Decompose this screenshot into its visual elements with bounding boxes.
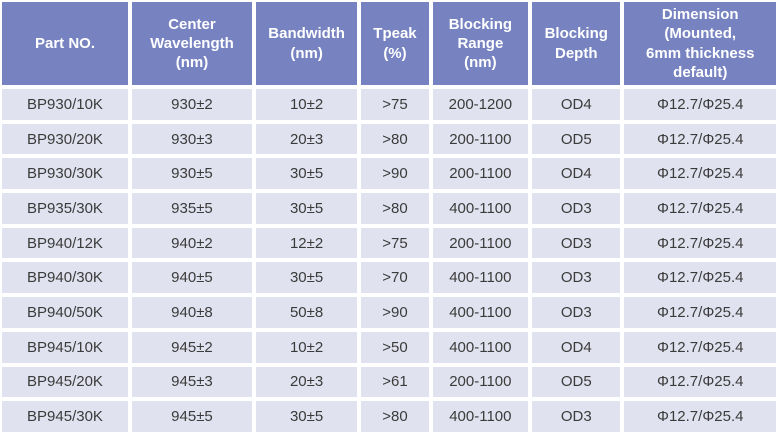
table-row: BP930/30K 930±5 30±5 >90 200-1100 OD4 Φ1… [2,158,776,190]
table-cell-bandwidth: 12±2 [255,227,358,259]
table-cell-part-no: BP930/30K [2,158,128,190]
table-row: BP930/20K 930±3 20±3 >80 200-1100 OD5 Φ1… [2,123,776,155]
table-cell-blocking-range: 200-1200 [432,89,528,120]
table-cell-blocking-range: 400-1100 [432,331,528,363]
table-cell-part-no: BP945/20K [2,366,128,398]
table-cell-part-no: BP930/20K [2,123,128,155]
table-cell-blocking-depth: OD4 [531,331,621,363]
table-cell-dimension: Φ12.7/Φ25.4 [624,297,776,328]
table-cell-blocking-range: 400-1100 [432,401,528,432]
table-row: BP940/30K 940±5 30±5 >70 400-1100 OD3 Φ1… [2,262,776,294]
table-cell-tpeak: >80 [361,401,429,432]
table-cell-dimension: Φ12.7/Φ25.4 [624,193,776,224]
table-cell-blocking-depth: OD3 [531,401,621,432]
table-cell-tpeak: >61 [361,366,429,398]
table-cell-tpeak: >75 [361,89,429,120]
column-header-center-wavelength: Center Wavelength (nm) [131,2,252,85]
table-cell-part-no: BP940/50K [2,297,128,328]
table-cell-blocking-range: 400-1100 [432,193,528,224]
table-cell-bandwidth: 50±8 [255,297,358,328]
table-cell-blocking-depth: OD3 [531,193,621,224]
table-cell-center-wavelength: 940±8 [131,297,252,328]
table-cell-dimension: Φ12.7/Φ25.4 [624,401,776,432]
table-cell-center-wavelength: 935±5 [131,193,252,224]
table-cell-part-no: BP935/30K [2,193,128,224]
column-header-part-no: Part NO. [2,2,128,85]
table-cell-center-wavelength: 945±2 [131,331,252,363]
table-cell-blocking-depth: OD5 [531,123,621,155]
table-body: BP930/10K 930±2 10±2 >75 200-1200 OD4 Φ1… [2,89,776,432]
table-cell-blocking-range: 200-1100 [432,227,528,259]
table-cell-tpeak: >80 [361,123,429,155]
table-cell-center-wavelength: 930±2 [131,89,252,120]
table-row: BP940/50K 940±8 50±8 >90 400-1100 OD3 Φ1… [2,297,776,328]
table-header-row: Part NO. Center Wavelength (nm) Bandwidt… [2,2,776,85]
table-cell-blocking-range: 200-1100 [432,123,528,155]
table-cell-blocking-range: 400-1100 [432,262,528,294]
table-cell-bandwidth: 30±5 [255,193,358,224]
table-row: BP945/20K 945±3 20±3 >61 200-1100 OD5 Φ1… [2,366,776,398]
table-cell-blocking-depth: OD4 [531,89,621,120]
table-row: BP940/12K 940±2 12±2 >75 200-1100 OD3 Φ1… [2,227,776,259]
table-cell-blocking-depth: OD3 [531,297,621,328]
table-cell-part-no: BP945/30K [2,401,128,432]
table-cell-tpeak: >75 [361,227,429,259]
table-cell-tpeak: >90 [361,297,429,328]
table-cell-bandwidth: 20±3 [255,366,358,398]
table-cell-bandwidth: 30±5 [255,262,358,294]
column-header-tpeak: Tpeak (%) [361,2,429,85]
table-cell-center-wavelength: 945±3 [131,366,252,398]
table-cell-blocking-depth: OD5 [531,366,621,398]
table-header: Part NO. Center Wavelength (nm) Bandwidt… [2,2,776,85]
table-cell-center-wavelength: 930±3 [131,123,252,155]
table-cell-dimension: Φ12.7/Φ25.4 [624,158,776,190]
table-cell-tpeak: >90 [361,158,429,190]
table-row: BP945/30K 945±5 30±5 >80 400-1100 OD3 Φ1… [2,401,776,432]
table-cell-dimension: Φ12.7/Φ25.4 [624,331,776,363]
table-cell-bandwidth: 10±2 [255,331,358,363]
table-cell-part-no: BP940/12K [2,227,128,259]
table-cell-bandwidth: 20±3 [255,123,358,155]
table-cell-blocking-range: 200-1100 [432,158,528,190]
table-cell-center-wavelength: 940±2 [131,227,252,259]
table-cell-blocking-depth: OD4 [531,158,621,190]
column-header-blocking-depth: Blocking Depth [531,2,621,85]
table-cell-bandwidth: 30±5 [255,158,358,190]
table-cell-part-no: BP940/30K [2,262,128,294]
table-cell-center-wavelength: 945±5 [131,401,252,432]
table-cell-center-wavelength: 930±5 [131,158,252,190]
table-cell-blocking-depth: OD3 [531,262,621,294]
table-cell-bandwidth: 30±5 [255,401,358,432]
table-cell-blocking-range: 400-1100 [432,297,528,328]
table-cell-dimension: Φ12.7/Φ25.4 [624,366,776,398]
column-header-blocking-range: Blocking Range (nm) [432,2,528,85]
column-header-bandwidth: Bandwidth (nm) [255,2,358,85]
table-cell-part-no: BP930/10K [2,89,128,120]
table-cell-center-wavelength: 940±5 [131,262,252,294]
table-cell-tpeak: >50 [361,331,429,363]
table-cell-tpeak: >70 [361,262,429,294]
table-cell-part-no: BP945/10K [2,331,128,363]
table-cell-dimension: Φ12.7/Φ25.4 [624,89,776,120]
table-row: BP930/10K 930±2 10±2 >75 200-1200 OD4 Φ1… [2,89,776,120]
table-cell-dimension: Φ12.7/Φ25.4 [624,227,776,259]
column-header-dimension: Dimension (Mounted, 6mm thickness defaul… [624,2,776,85]
table-row: BP945/10K 945±2 10±2 >50 400-1100 OD4 Φ1… [2,331,776,363]
table-cell-tpeak: >80 [361,193,429,224]
table-cell-dimension: Φ12.7/Φ25.4 [624,123,776,155]
table-cell-dimension: Φ12.7/Φ25.4 [624,262,776,294]
table-cell-blocking-depth: OD3 [531,227,621,259]
table-row: BP935/30K 935±5 30±5 >80 400-1100 OD3 Φ1… [2,193,776,224]
table-cell-bandwidth: 10±2 [255,89,358,120]
table-cell-blocking-range: 200-1100 [432,366,528,398]
